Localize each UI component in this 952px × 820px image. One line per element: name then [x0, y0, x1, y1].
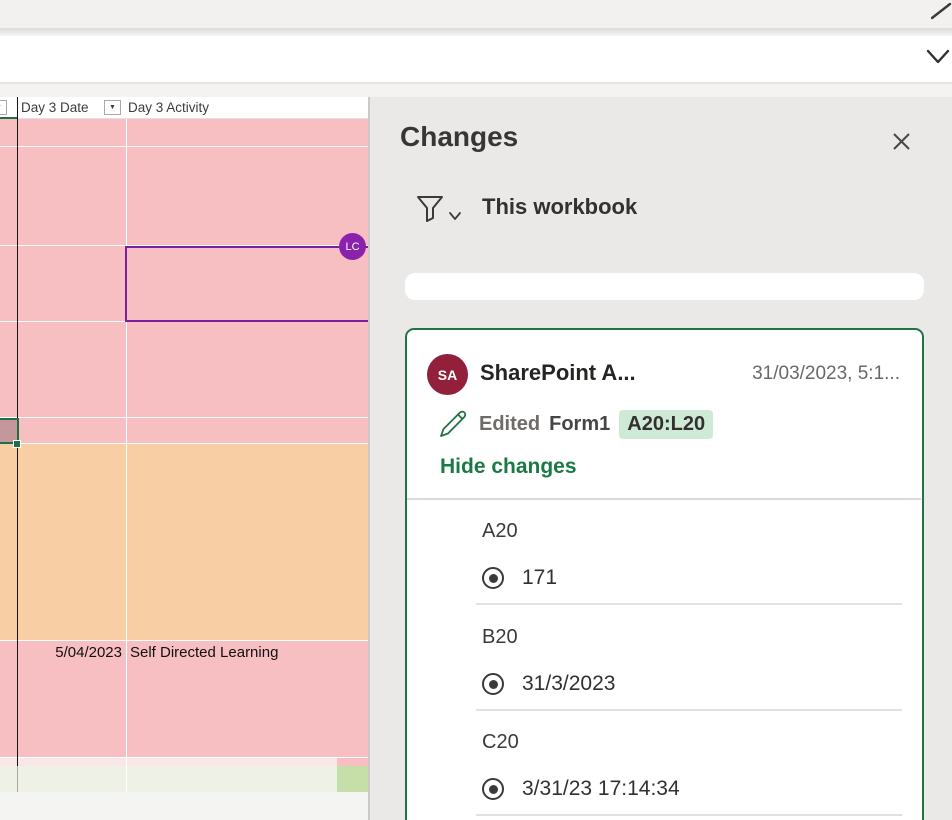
change-value: 3/31/23 17:14:34: [522, 777, 680, 800]
changes-panel: Changes This workbook SA SharePoint A...…: [368, 97, 952, 820]
change-value-row: 31/3/2023: [482, 671, 615, 697]
active-header-indicator: [0, 116, 17, 119]
chevron-down-icon[interactable]: [926, 48, 950, 66]
spreadsheet-grid: ▼ Day 3 Date ▼ Day 3 Activity 5/04/2023 …: [0, 97, 368, 820]
table-row[interactable]: [0, 322, 368, 418]
radio-selected-icon[interactable]: [482, 673, 504, 695]
table-row[interactable]: [0, 758, 368, 766]
action-label: Edited: [479, 412, 541, 435]
hide-changes-link[interactable]: Hide changes: [440, 455, 577, 478]
divider: [476, 709, 902, 711]
column-header-day3-activity[interactable]: Day 3 Activity: [128, 100, 210, 115]
sheet-name: Form1: [549, 412, 611, 435]
ribbon-shadow: [0, 28, 952, 36]
divider: [476, 603, 902, 605]
collaborator-selection-outline: [125, 246, 368, 322]
formula-bar: [0, 36, 952, 82]
chevron-down-icon: [449, 212, 461, 220]
change-card[interactable]: SA SharePoint A... 31/03/2023, 5:1... Ed…: [405, 328, 924, 820]
range-chip[interactable]: A20:L20: [619, 409, 714, 439]
cell-day3-date[interactable]: 5/04/2023: [55, 644, 122, 661]
active-cell[interactable]: [0, 418, 19, 444]
chevron-up-icon[interactable]: [931, 2, 952, 20]
cell-fill-green[interactable]: [337, 766, 368, 792]
table-header-row: ▼ Day 3 Date ▼ Day 3 Activity: [0, 97, 368, 119]
column-header-day3-date[interactable]: Day 3 Date: [21, 100, 89, 115]
change-value: 171: [522, 566, 558, 589]
edit-pencil-icon: [437, 410, 467, 440]
divider: [407, 498, 921, 500]
panel-title: Changes: [400, 121, 519, 152]
column-strip: [0, 84, 952, 97]
column-border: [16, 766, 18, 792]
close-icon: [892, 132, 910, 150]
close-panel-button[interactable]: [887, 127, 915, 155]
fill-handle[interactable]: [13, 440, 21, 448]
change-value: 31/3/2023: [522, 672, 616, 695]
change-cell-ref: A20: [482, 520, 518, 542]
filter-scope-label[interactable]: This workbook: [482, 194, 638, 219]
table-row[interactable]: [0, 444, 368, 641]
cell-day3-activity[interactable]: Self Directed Learning: [130, 644, 279, 661]
filter-funnel-icon: [417, 196, 443, 222]
filter-dropdown-button[interactable]: ▼: [104, 100, 121, 115]
cell-fill: [337, 758, 368, 766]
filter-menu-button[interactable]: [416, 193, 716, 227]
change-timestamp: 31/03/2023, 5:1...: [752, 363, 900, 384]
table-row[interactable]: [0, 766, 368, 792]
radio-selected-icon[interactable]: [482, 567, 504, 589]
column-gridline: [125, 119, 127, 792]
table-row[interactable]: [0, 418, 368, 444]
change-cell-ref: B20: [482, 626, 518, 648]
divider: [0, 82, 952, 84]
collapsed-ribbon-bar: [0, 0, 952, 28]
collaborator-presence-badge[interactable]: LC: [339, 233, 366, 260]
table-row[interactable]: [0, 119, 368, 147]
author-name: SharePoint A...: [480, 360, 636, 385]
edit-summary: Edited Form1 A20:L20: [479, 407, 714, 441]
change-value-row: 3/31/23 17:14:34: [482, 776, 680, 802]
previous-change-card-edge[interactable]: [405, 273, 924, 300]
table-row[interactable]: [0, 641, 368, 758]
table-row[interactable]: [0, 246, 368, 322]
change-cell-ref: C20: [482, 731, 519, 753]
radio-selected-icon[interactable]: [482, 778, 504, 800]
table-row[interactable]: [0, 147, 368, 246]
avatar: SA: [427, 354, 468, 395]
filter-dropdown-button[interactable]: ▼: [0, 100, 7, 115]
change-value-row: 171: [482, 565, 557, 591]
divider: [476, 814, 902, 816]
